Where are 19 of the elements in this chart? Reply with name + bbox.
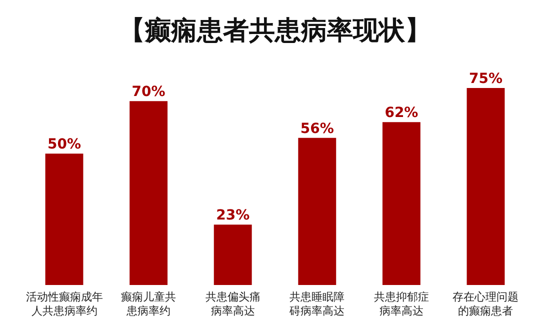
x-tick-label: 共患睡眠障碍病率高达 [288,290,345,318]
x-tick-label: 癫痫儿童共患病率约 [121,290,176,318]
bar [45,154,84,285]
data-label: 23% [216,208,250,224]
data-label: 70% [132,84,166,100]
data-label: 56% [300,120,334,137]
bar [214,224,252,285]
x-tick-label: 共患偏头痛病率高达 [205,290,260,318]
bar [130,101,168,285]
x-tick-label: 存在心理问题的癫痫患者 [452,290,519,318]
x-tick-label: 活动性癫痫成年人共患病率约 [26,290,103,318]
x-tick-label: 共患抑郁症病率高达 [374,290,429,318]
chart-title: 【癫痫患者共患病率现状】 [119,16,431,46]
data-label: 50% [48,136,82,153]
bar [298,138,336,285]
data-label: 75% [468,71,502,87]
bar [382,122,420,285]
bar [466,88,505,285]
data-label: 62% [384,105,418,122]
